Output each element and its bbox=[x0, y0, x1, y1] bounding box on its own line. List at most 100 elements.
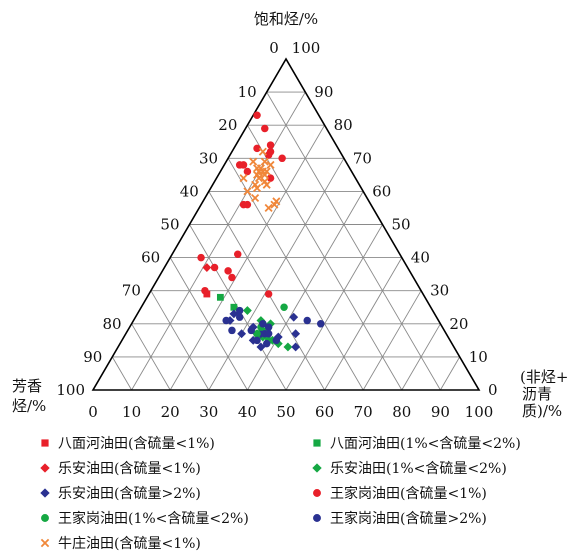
legend-item: 八面河油田(1%<含硫量<2%) bbox=[310, 432, 521, 454]
legend-marker bbox=[40, 463, 50, 473]
data-point bbox=[230, 303, 238, 311]
legend-marker-shape bbox=[40, 488, 50, 498]
grid-line bbox=[324, 257, 403, 391]
grid-line bbox=[227, 158, 364, 391]
legend-marker bbox=[41, 439, 49, 447]
data-point bbox=[258, 332, 268, 342]
grid-lines bbox=[111, 91, 461, 391]
tick-label-aromatic: 30 bbox=[199, 403, 218, 421]
tick-label-saturate: 40 bbox=[180, 182, 199, 200]
data-point bbox=[228, 326, 236, 335]
data-point bbox=[266, 160, 275, 169]
legend: 八面河油田(含硫量<1%) 八面河油田(1%<含硫量<2%) 乐安油田(含硫量<1%… bbox=[38, 432, 574, 559]
data-point bbox=[253, 329, 261, 338]
grid-line bbox=[131, 323, 171, 391]
tick-label-aromatic: 80 bbox=[392, 403, 411, 421]
grid-line bbox=[111, 356, 132, 391]
legend-marker-shape bbox=[40, 463, 50, 473]
data-point bbox=[243, 167, 252, 176]
data-point bbox=[262, 339, 271, 348]
data-point bbox=[251, 193, 260, 203]
data-point bbox=[253, 144, 261, 153]
data-point bbox=[291, 342, 301, 352]
legend-marker-shape bbox=[40, 538, 50, 548]
tick-label-resin: 70 bbox=[353, 149, 372, 167]
legend-label: 牛庄油田(含硫量<1%) bbox=[58, 536, 201, 552]
legend-marker bbox=[40, 538, 50, 548]
legend-marker bbox=[312, 463, 322, 473]
tick-label-aromatic: 40 bbox=[238, 403, 257, 421]
data-point bbox=[201, 286, 209, 295]
data-point bbox=[224, 267, 232, 275]
data-point bbox=[262, 180, 271, 189]
data-point bbox=[283, 342, 293, 352]
legend-label: 乐安油田(1%<含硫量<2%) bbox=[330, 461, 507, 477]
grid-line bbox=[189, 224, 287, 391]
legend-label: 乐安油田(含硫量>2%) bbox=[58, 486, 201, 502]
tick-label-aromatic: 10 bbox=[122, 403, 141, 421]
data-point bbox=[222, 316, 230, 325]
tick-label-resin: 10 bbox=[469, 348, 488, 366]
right-axis-title-line-1: (非烃+ bbox=[520, 368, 568, 386]
grid-line bbox=[150, 290, 210, 391]
data-point bbox=[256, 316, 266, 325]
data-point bbox=[317, 320, 325, 328]
data-point bbox=[228, 273, 236, 282]
legend-label: 王家岗油田(含硫量>2%) bbox=[330, 511, 487, 527]
data-point bbox=[264, 290, 273, 298]
tick-label-resin: 40 bbox=[411, 249, 430, 267]
grid-line bbox=[401, 323, 441, 391]
left-axis-title-line-2: 烃/% bbox=[12, 397, 46, 415]
tick-label-resin: 60 bbox=[372, 182, 391, 200]
tick-label-aromatic: 60 bbox=[315, 403, 334, 421]
data-point bbox=[291, 329, 301, 339]
data-point bbox=[258, 147, 267, 156]
legend-item: 牛庄油田(含硫量<1%) bbox=[38, 532, 201, 554]
legend-marker-shape bbox=[41, 514, 49, 522]
data-point bbox=[235, 161, 244, 169]
data-point bbox=[253, 164, 262, 173]
legend-label: 乐安油田(含硫量<1%) bbox=[58, 461, 201, 477]
data-point bbox=[289, 312, 299, 322]
data-point bbox=[203, 290, 211, 298]
legend-label: 八面河油田(1%<含硫量<2%) bbox=[330, 436, 521, 452]
data-point bbox=[264, 329, 273, 338]
legend-marker-shape bbox=[313, 439, 321, 447]
data-point bbox=[243, 187, 252, 196]
data-point bbox=[248, 322, 258, 332]
tick-label-aromatic: 50 bbox=[276, 403, 295, 421]
tick-label-saturate: 20 bbox=[218, 116, 237, 134]
data-point bbox=[259, 320, 267, 328]
legend-marker-shape bbox=[313, 489, 321, 497]
tick-label-resin: 80 bbox=[334, 116, 353, 134]
data-point bbox=[258, 167, 267, 176]
tick-label-saturate: 0 bbox=[269, 39, 279, 57]
tick-label-saturate: 70 bbox=[122, 282, 141, 300]
data-point bbox=[229, 309, 239, 319]
legend-item: 乐安油田(含硫量>2%) bbox=[38, 482, 201, 504]
legend-marker bbox=[313, 514, 321, 522]
tick-label-aromatic: 90 bbox=[431, 403, 450, 421]
tick-label-aromatic: 70 bbox=[354, 403, 373, 421]
data-point bbox=[264, 151, 273, 159]
data-point bbox=[242, 306, 252, 315]
grid-line bbox=[285, 224, 383, 391]
data-point bbox=[253, 111, 261, 120]
data-point bbox=[253, 184, 262, 193]
tick-label-aromatic: 100 bbox=[465, 403, 494, 421]
tick-label-resin: 90 bbox=[314, 83, 333, 101]
legend-label: 王家岗油田(1%<含硫量<2%) bbox=[58, 511, 249, 527]
left-axis-title-line-1: 芳香 bbox=[12, 377, 42, 395]
legend-label: 八面河油田(含硫量<1%) bbox=[58, 436, 215, 452]
legend-item: 乐安油田(1%<含硫量<2%) bbox=[310, 457, 507, 479]
grid-line bbox=[208, 158, 345, 391]
legend-marker bbox=[313, 489, 321, 497]
legend-item: 乐安油田(含硫量<1%) bbox=[38, 457, 201, 479]
tick-labels: 0102030405060708090100908070605040302010… bbox=[56, 39, 497, 421]
grid-line bbox=[169, 257, 248, 391]
data-point bbox=[278, 154, 286, 163]
legend-item: 王家岗油田(含硫量<1%) bbox=[310, 482, 487, 504]
data-point bbox=[266, 174, 275, 182]
data-point bbox=[235, 313, 244, 321]
data-point bbox=[239, 174, 248, 183]
